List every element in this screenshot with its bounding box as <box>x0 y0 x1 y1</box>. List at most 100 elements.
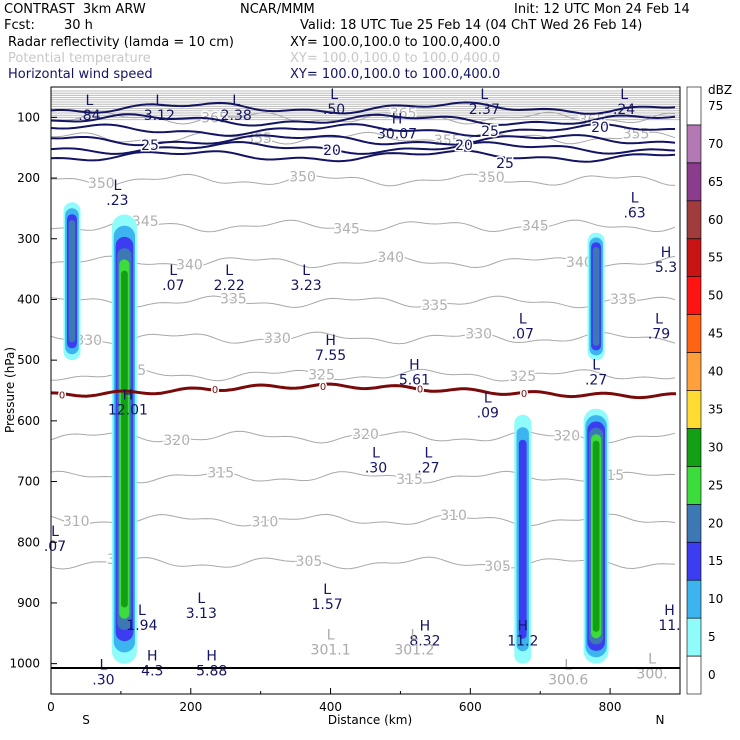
radar-cell-3-level-20 <box>592 247 600 346</box>
theta-label-320: 320 <box>352 427 379 443</box>
header-valid: Valid: 18 UTC Tue 25 Feb 14 (04 ChT Wed … <box>300 18 643 33</box>
hl-marker-type: H <box>664 603 675 619</box>
wind-label-20: 20 <box>323 143 341 159</box>
freezing-level-label: 0 <box>417 385 423 396</box>
y-tick-label: 500 <box>17 353 40 367</box>
theta-contour-345 <box>51 219 676 233</box>
hl-marker-value: .24 <box>613 102 635 118</box>
colorbar-label: 60 <box>708 213 723 227</box>
y-tick-label: 800 <box>17 535 40 549</box>
header-init: Init: 12 UTC Mon 24 Feb 14 <box>514 2 690 17</box>
theta-label-305: 305 <box>484 559 511 575</box>
theta-label-345: 345 <box>132 214 159 230</box>
hl-marker-type: L <box>327 627 335 643</box>
colorbar-label: 65 <box>708 175 723 189</box>
hl-marker-type: L <box>410 627 418 643</box>
hl-marker-type: L <box>85 93 93 109</box>
freezing-level-line: 0 0 0 0 0 <box>51 381 676 403</box>
y-tick-label: 400 <box>17 292 40 306</box>
colorbar-label: 35 <box>708 403 723 417</box>
x-axis-right-end: N <box>656 713 665 727</box>
colorbar-swatch-25 <box>686 466 702 505</box>
colorbar-label: 45 <box>708 327 723 341</box>
hl-marker-type: L <box>519 312 527 328</box>
theta-contour-340 <box>51 255 676 269</box>
hl-marker-type: H <box>123 388 134 404</box>
hl-marker-type: L <box>484 391 492 407</box>
theta-label-325: 325 <box>509 369 536 385</box>
hl-marker-type: L <box>655 312 663 328</box>
wind-contour-5 <box>51 149 676 163</box>
field-theta-name: Potential temperature <box>8 51 151 66</box>
field-radar-xy: XY= 100.0,100.0 to 100.0,400.0 <box>290 35 501 50</box>
colorbar-label: 25 <box>708 478 723 492</box>
radar-cell-0-level-20 <box>68 220 76 343</box>
colorbar-swatch-55 <box>686 238 702 278</box>
hl-marker-type: H <box>661 245 672 261</box>
hl-marker-type: L <box>323 582 331 598</box>
theta-label-330: 330 <box>75 333 102 349</box>
y-axis: 100 200 300 400 500 600 700 800 900 1000 <box>9 110 57 671</box>
wind-label-20: 20 <box>591 120 609 136</box>
theta-contour-335 <box>51 295 676 309</box>
x-tick-label: 200 <box>179 700 202 714</box>
plot-background <box>51 87 680 694</box>
hl-marker-value: 1.94 <box>126 618 157 634</box>
theta-label-345: 345 <box>333 222 360 238</box>
theta-label-330: 330 <box>465 327 492 343</box>
hl-marker-value: 2.38 <box>221 108 252 124</box>
colorbar-label: 50 <box>708 289 723 303</box>
theta-label-350: 350 <box>289 170 316 186</box>
radar-cell-2-level-15 <box>518 439 527 639</box>
y-tick-label: 300 <box>17 232 40 246</box>
y-tick-label: 700 <box>17 475 40 489</box>
theta-contour-350 <box>51 173 676 187</box>
wind-label-20: 20 <box>455 138 473 154</box>
hl-marker-type: L <box>302 263 310 279</box>
colorbar-label: 15 <box>708 554 723 568</box>
x-axis-left-end: S <box>82 713 90 727</box>
hl-marker-type: L <box>480 87 488 103</box>
y-tick-label: 1000 <box>9 657 40 671</box>
hl-marker-value: 301.2 <box>394 642 434 658</box>
freezing-level-label: 0 <box>320 382 326 393</box>
hl-marker-type: L <box>113 178 121 194</box>
colorbar-swatch-70 <box>686 124 702 164</box>
colorbar-label: 5 <box>708 630 716 644</box>
field-theta-xy: XY= 100.0,100.0 to 100.0,400.0 <box>290 51 501 66</box>
colorbar-label: 0 <box>708 668 716 682</box>
colorbar-label: 10 <box>708 592 723 606</box>
theta-label-350: 350 <box>88 176 115 192</box>
freezing-level-contour <box>51 382 676 400</box>
x-axis-title: Distance (km) <box>328 713 412 727</box>
hl-marker-type: L <box>51 524 59 540</box>
hl-marker-type: L <box>620 87 628 103</box>
theta-label-330: 330 <box>264 331 291 347</box>
hl-marker-type: H <box>420 618 431 634</box>
hl-marker-type: L <box>564 658 572 674</box>
hl-marker-type: L <box>197 591 205 607</box>
hl-marker-type: L <box>155 93 163 109</box>
wind-speed-contours: 25202025202525 <box>51 101 680 174</box>
theta-contour-330 <box>51 331 676 345</box>
header-fcst-value: 30 h <box>64 18 93 33</box>
hl-marker-value: 5.61 <box>399 372 430 388</box>
x-tick-label: 0 <box>47 700 55 714</box>
colorbar-swatch-20 <box>686 503 702 543</box>
hl-marker-value: .23 <box>106 193 128 209</box>
freezing-level-label: 0 <box>212 385 218 396</box>
hl-marker-type: H <box>518 618 529 634</box>
hl-marker-type: H <box>392 111 403 127</box>
x-tick-label: 800 <box>599 700 622 714</box>
colorbar-swatch-50 <box>686 276 702 315</box>
wind-contour-2 <box>51 123 675 138</box>
hl-marker-value: .09 <box>477 406 499 422</box>
colorbar-label: 30 <box>708 440 723 454</box>
theta-label-335: 335 <box>610 292 637 308</box>
theta-label-335: 335 <box>220 292 247 308</box>
hl-marker-value: 5.88 <box>196 664 227 680</box>
colorbar-label: 55 <box>708 251 723 265</box>
plot-frame <box>50 86 681 695</box>
